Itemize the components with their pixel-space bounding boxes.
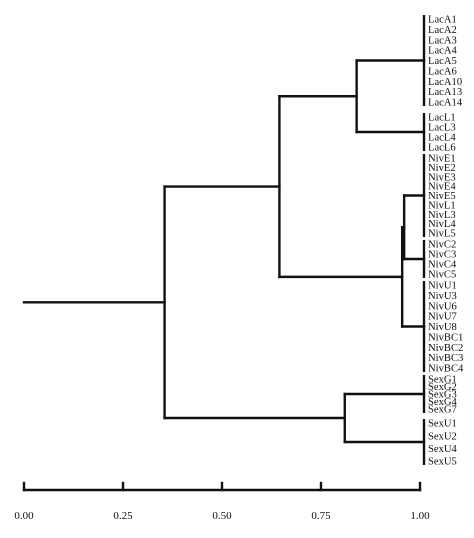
x-tick-label: 0.00: [14, 510, 34, 522]
leaf-label: NivL3: [428, 210, 456, 221]
leaf-label: LacL6: [428, 143, 456, 154]
leaf-label: NivBC4: [428, 364, 464, 375]
x-axis: 0.00 0.25 0.50 0.75 1.00: [14, 481, 430, 522]
leaf-label: SexU1: [428, 419, 457, 430]
leaf-label: LacA14: [428, 98, 463, 109]
leaf-label: NivE1: [428, 154, 456, 165]
leaf-label: LacA3: [428, 35, 457, 46]
x-tick-label: 0.75: [311, 510, 331, 522]
leaf-label: NivL1: [428, 200, 456, 211]
leaf-label: NivU7: [428, 312, 457, 323]
leaf-label: NivBC1: [428, 332, 463, 343]
leaf-label: SexU4: [428, 444, 458, 455]
leaf-label: SexG2: [428, 382, 457, 393]
leaf-label: NivU8: [428, 322, 457, 333]
leaf-labels: LacA1LacA2LacA3LacA4LacA5LacA6LacA10LacA…: [422, 15, 464, 468]
x-tick-label: 1.00: [410, 510, 430, 522]
leaf-label: NivU3: [428, 291, 457, 302]
leaf-label: LacA6: [428, 66, 457, 77]
leaf-label: LacA2: [428, 25, 457, 36]
leaf-label: LacA4: [428, 46, 458, 57]
leaf-label: NivE2: [428, 163, 456, 174]
leaf-label: NivL4: [428, 219, 456, 230]
leaf-label: LacL1: [428, 113, 456, 124]
leaf-label: NivU1: [428, 281, 457, 292]
leaf-label: NivBC2: [428, 343, 463, 354]
leaf-label: SexG4: [428, 397, 458, 408]
leaf-label: NivC2: [428, 240, 456, 251]
leaf-label: NivE4: [428, 182, 456, 193]
leaf-label: LacL3: [428, 123, 456, 134]
x-tick-label: 0.50: [212, 510, 232, 522]
leaf-label: LacA10: [428, 77, 462, 88]
leaf-label: LacA1: [428, 15, 457, 26]
leaf-label: LacA13: [428, 87, 462, 98]
leaf-label: SexG7: [428, 405, 457, 416]
leaf-label: LacL4: [428, 133, 456, 144]
leaf-label: NivE3: [428, 172, 456, 183]
x-tick-label: 0.25: [113, 510, 133, 522]
leaf-label: NivC4: [428, 260, 457, 271]
leaf-label: SexG1: [428, 375, 457, 386]
leaf-label: NivU6: [428, 301, 457, 312]
leaf-label: NivC5: [428, 270, 456, 281]
leaf-label: SexU5: [428, 457, 457, 468]
leaf-label: NivBC3: [428, 353, 463, 364]
leaf-label: NivL5: [428, 229, 456, 240]
leaf-label: NivE5: [428, 191, 456, 202]
leaf-label: NivC3: [428, 250, 456, 261]
leaf-label: SexG3: [428, 390, 457, 401]
leaf-label: SexU2: [428, 431, 457, 442]
leaf-label: LacA5: [428, 56, 457, 67]
dendrogram-tree: [22, 59, 426, 444]
